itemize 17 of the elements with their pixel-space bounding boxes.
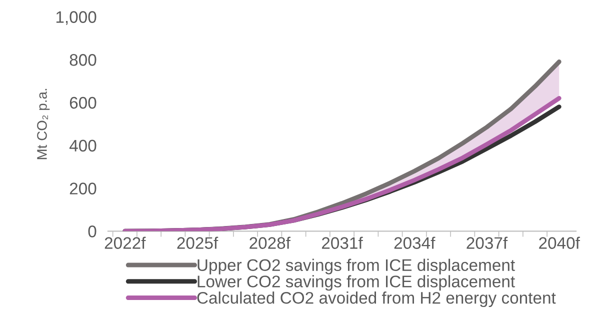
y-tick-label: 600 (70, 96, 96, 109)
y-tick-label: 400 (69, 140, 96, 152)
x-tick-label: 2022f (104, 236, 146, 249)
legend-label: Lower CO2 savings from ICE displacement (198, 275, 515, 291)
y-tick-label: 800 (70, 54, 96, 66)
y-tick-label: 200 (70, 182, 96, 194)
legend-label: Calculated CO2 avoided from H2 energy content (197, 292, 556, 308)
x-tick-label: 2025f (177, 236, 218, 249)
x-tick-label: 2040f (539, 236, 580, 249)
x-tick-label: 2037f (466, 236, 508, 249)
y-axis-title: Mt CO₂ p.a. (37, 88, 50, 160)
x-tick-label: 2034f (394, 236, 436, 249)
x-tick-label: 2028f (250, 236, 291, 249)
x-tick-label: 2031f (322, 236, 363, 249)
y-tick-label: 1,000 (56, 11, 96, 25)
legend-label: Upper CO2 savings from ICE displacement (198, 258, 515, 274)
y-tick-label: 0 (88, 226, 96, 238)
